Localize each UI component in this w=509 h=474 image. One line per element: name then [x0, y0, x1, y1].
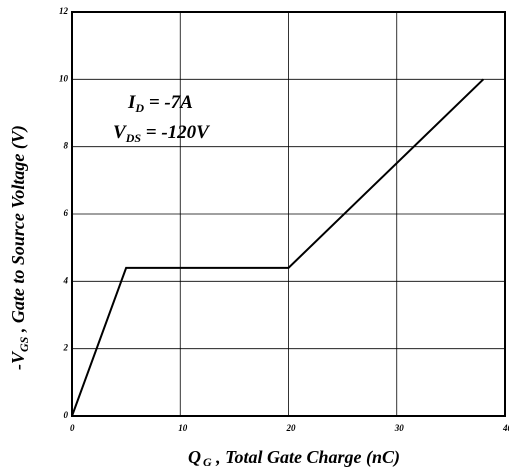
y-tick-label: 6	[64, 208, 69, 218]
y-tick-labels: 0 2 4 6 8 10 12	[59, 6, 69, 420]
x-tick-label: 20	[286, 423, 297, 433]
y-tick-label: 8	[64, 141, 69, 151]
annotation-vds: VDS = -120V	[113, 122, 210, 145]
y-axis-label: -VGS , Gate to Source Voltage (V)	[8, 125, 31, 370]
y-tick-label: 12	[59, 6, 69, 16]
annotation-id: ID = -7A	[127, 92, 193, 115]
series-line	[71, 78, 485, 417]
y-tick-label: 10	[59, 73, 69, 83]
x-tick-label: 10	[178, 423, 188, 433]
y-tick-label: 2	[63, 343, 69, 353]
y-tick-label: 4	[63, 275, 69, 285]
x-tick-label: 30	[394, 423, 405, 433]
x-tick-label: 0	[70, 423, 75, 433]
x-tick-labels: 0 10 20 30 40	[70, 423, 509, 433]
y-tick-label: 0	[64, 410, 69, 420]
plot-frame	[71, 11, 506, 417]
grid-lines	[72, 12, 505, 416]
x-tick-label: 40	[502, 423, 509, 433]
